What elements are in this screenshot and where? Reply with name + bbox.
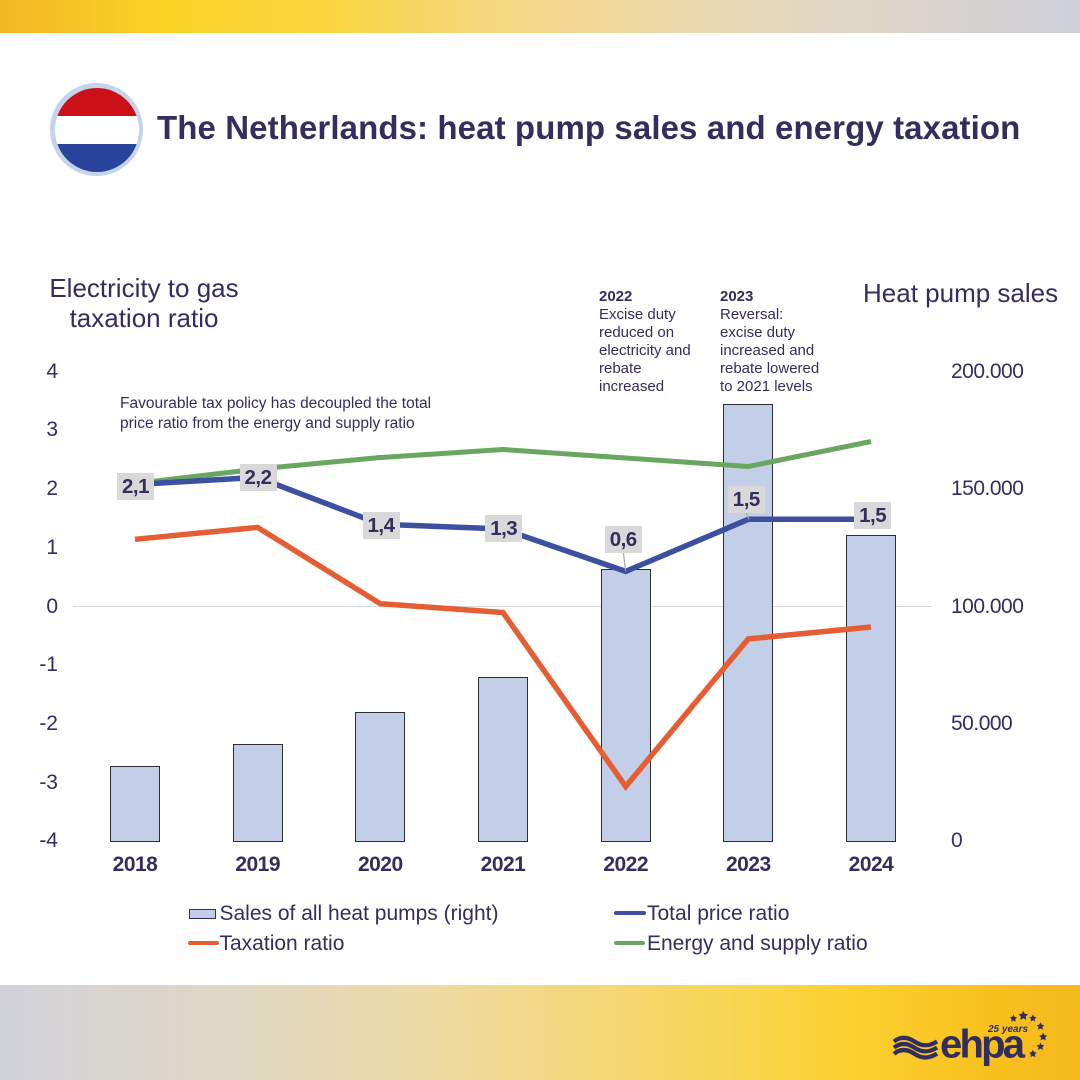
- svg-text:ehpa: ehpa: [940, 1023, 1026, 1067]
- svg-text:25 years: 25 years: [987, 1024, 1028, 1035]
